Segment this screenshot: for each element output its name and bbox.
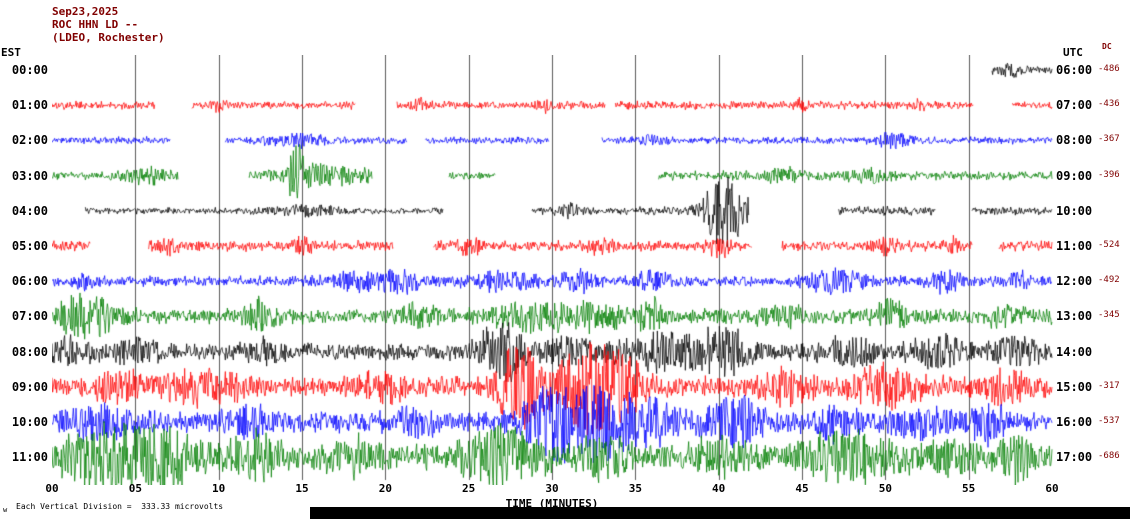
est-time-label: 05:00 (11, 239, 48, 253)
est-time-label: 10:00 (11, 415, 48, 429)
title-date: Sep23,2025 (52, 5, 119, 18)
x-tick-label: 15 (295, 482, 309, 495)
utc-time-label: 16:00 (1056, 415, 1093, 429)
dc-value-label: -396 (1098, 169, 1120, 180)
utc-time-label: 14:00 (1056, 344, 1093, 359)
est-time-label: 08:00 (11, 344, 48, 359)
x-tick-label: 05 (128, 482, 142, 495)
utc-time-label: 08:00 (1056, 133, 1093, 148)
dc-axis-header: DC (1102, 42, 1112, 51)
x-tick-label: 40 (712, 482, 726, 495)
utc-time-label: 10:00 (1056, 203, 1093, 218)
title-location: (LDEO, Rochester) (52, 31, 165, 44)
x-tick-label: 20 (378, 482, 392, 495)
scale-caption: Each Vertical Division = 333.33 microvol… (16, 502, 224, 511)
dc-value-label: -686 (1098, 451, 1120, 462)
dc-value-label: -524 (1098, 240, 1120, 250)
est-time-label: 02:00 (11, 133, 48, 148)
seismogram-trace-canvas (52, 55, 1057, 485)
dc-value-label: -492 (1098, 275, 1120, 286)
x-axis-label: TIME (MINUTES) (505, 497, 599, 510)
utc-time-label: 13:00 (1056, 309, 1093, 324)
utc-time-label: 09:00 (1056, 168, 1093, 183)
x-tick-label: 25 (462, 482, 476, 495)
est-axis-header: EST (1, 46, 21, 59)
est-time-label: 04:00 (11, 203, 48, 218)
corner-watermark: w (3, 506, 8, 514)
utc-time-label: 06:00 (1056, 63, 1093, 77)
utc-time-label: 07:00 (1056, 98, 1093, 113)
est-time-label: 06:00 (11, 274, 48, 289)
est-time-label: 11:00 (11, 450, 48, 465)
x-tick-label: 30 (545, 482, 559, 495)
est-time-label: 07:00 (11, 309, 48, 324)
x-tick-label: 60 (1045, 482, 1059, 495)
est-time-label: 01:00 (11, 98, 48, 113)
dc-value-label: -436 (1098, 99, 1120, 110)
utc-axis-header: UTC (1063, 46, 1083, 59)
title-station: ROC HHN LD -- (52, 18, 139, 31)
x-tick-label: 00 (45, 482, 59, 495)
utc-time-label: 11:00 (1056, 239, 1093, 253)
est-time-label: 03:00 (11, 168, 48, 183)
dc-value-label: -317 (1098, 380, 1120, 391)
dc-value-label: -345 (1098, 310, 1120, 321)
utc-time-label: 12:00 (1056, 274, 1093, 289)
dc-value-label: -367 (1098, 134, 1120, 145)
x-tick-label: 10 (212, 482, 226, 495)
dc-value-label: -537 (1098, 416, 1120, 426)
est-time-label: 00:00 (11, 63, 48, 77)
utc-time-label: 17:00 (1056, 450, 1093, 465)
x-tick-label: 50 (878, 482, 892, 495)
est-time-label: 09:00 (11, 379, 48, 394)
utc-time-label: 15:00 (1056, 379, 1093, 394)
bottom-black-bar (310, 507, 1130, 519)
x-tick-label: 45 (795, 482, 809, 495)
x-tick-label: 55 (962, 482, 976, 495)
x-tick-label: 35 (628, 482, 642, 495)
dc-value-label: -486 (1098, 64, 1120, 74)
